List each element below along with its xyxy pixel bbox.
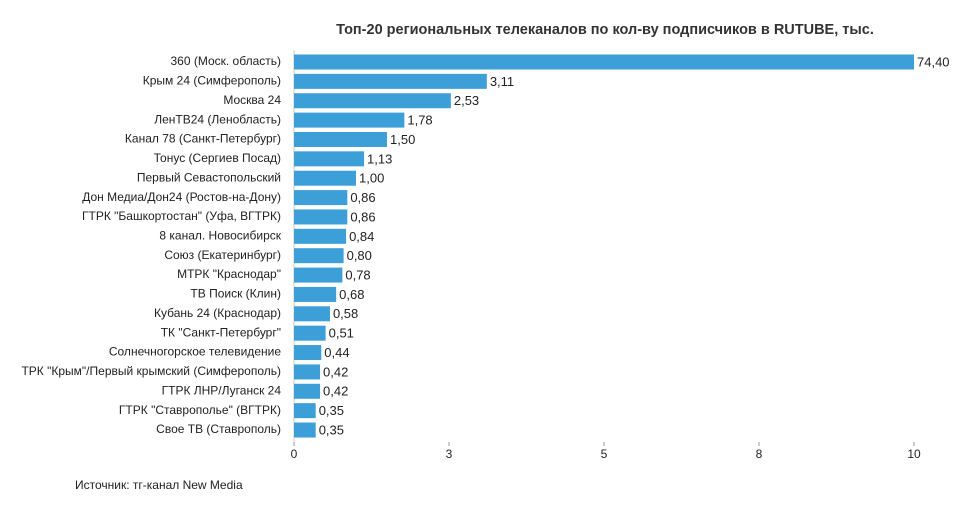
y-tick-label: Тонус (Сергиев Посад) bbox=[154, 151, 281, 165]
bar bbox=[294, 345, 322, 361]
y-tick-label: Союз (Екатеринбург) bbox=[164, 248, 281, 262]
value-label: 74,40 bbox=[917, 54, 950, 69]
value-label: 1,13 bbox=[367, 151, 392, 166]
y-tick-label: Крым 24 (Симферополь) bbox=[143, 74, 281, 88]
bar bbox=[294, 325, 326, 341]
value-label: 0,58 bbox=[333, 306, 358, 321]
value-label: 0,78 bbox=[345, 268, 370, 283]
y-tick-label: Канал 78 (Санкт-Петербург) bbox=[125, 132, 281, 146]
bar bbox=[294, 209, 348, 225]
bar bbox=[294, 170, 356, 186]
value-label: 1,78 bbox=[407, 113, 432, 128]
bar bbox=[294, 403, 316, 419]
y-tick-label: ТРК "Крым"/Первый крымский (Симферополь) bbox=[21, 364, 281, 378]
y-tick-label: ТК "Санкт-Петербург" bbox=[161, 325, 281, 339]
source-note: Источник: тг-канал New Media bbox=[75, 478, 243, 492]
y-tick-label: ГТРК "Ставрополье" (ВГТРК) bbox=[119, 403, 281, 417]
y-tick-label: Солнечногорское телевидение bbox=[109, 345, 281, 359]
bar bbox=[294, 190, 348, 206]
value-label: 1,50 bbox=[390, 132, 415, 147]
y-tick-label: ГТРК ЛНР/Луганск 24 bbox=[162, 383, 282, 397]
bar bbox=[294, 73, 487, 89]
bar bbox=[294, 112, 405, 128]
y-tick-label: 8 канал. Новосибирск bbox=[159, 229, 281, 243]
bar bbox=[294, 93, 451, 109]
bar bbox=[294, 54, 914, 70]
bar bbox=[294, 422, 316, 438]
bar bbox=[294, 364, 321, 380]
value-label: 0,86 bbox=[350, 190, 375, 205]
plot-area bbox=[294, 54, 914, 438]
value-label: 3,11 bbox=[490, 74, 514, 89]
x-tick-label: 5 bbox=[601, 447, 608, 461]
y-tick-label: Кубань 24 (Краснодар) bbox=[154, 306, 281, 320]
y-tick-label: ЛенТВ24 (Ленобласть) bbox=[154, 112, 281, 126]
value-label: 0,51 bbox=[329, 326, 354, 341]
value-label: 0,35 bbox=[319, 403, 344, 418]
x-tick-label: 3 bbox=[446, 447, 453, 461]
value-label: 0,80 bbox=[347, 248, 372, 263]
bar bbox=[294, 151, 365, 167]
value-label: 1,00 bbox=[359, 171, 384, 186]
x-tick-label: 8 bbox=[756, 447, 763, 461]
y-tick-label: Свое ТВ (Ставрополь) bbox=[156, 422, 281, 436]
value-label: 0,42 bbox=[323, 364, 348, 379]
y-tick-label: ТВ Поиск (Клин) bbox=[190, 287, 281, 301]
value-label: 0,84 bbox=[349, 229, 374, 244]
value-label: 0,44 bbox=[324, 345, 349, 360]
value-label: 0,86 bbox=[350, 209, 375, 224]
y-tick-label: 360 (Моск. область) bbox=[170, 54, 281, 68]
bar bbox=[294, 131, 387, 147]
y-tick-label: Москва 24 bbox=[223, 93, 281, 107]
chart-title: Топ-20 региональных телеканалов по кол-в… bbox=[336, 22, 874, 38]
bar bbox=[294, 248, 344, 264]
y-tick-label: МТРК "Краснодар" bbox=[177, 267, 281, 281]
value-label: 0,42 bbox=[323, 384, 348, 399]
bar bbox=[294, 383, 321, 399]
value-label: 0,35 bbox=[319, 422, 344, 437]
bar bbox=[294, 267, 343, 283]
y-tick-label: Дон Медиа/Дон24 (Ростов-на-Дону) bbox=[82, 190, 281, 204]
value-label: 2,53 bbox=[454, 93, 479, 108]
y-tick-label: Первый Севастопольский bbox=[137, 170, 281, 184]
value-label: 0,68 bbox=[339, 287, 364, 302]
y-tick-label: ГТРК "Башкортостан" (Уфа, ВГТРК) bbox=[82, 209, 281, 223]
bar bbox=[294, 286, 337, 302]
bar bbox=[294, 228, 347, 244]
x-tick-label: 10 bbox=[907, 447, 921, 461]
bar bbox=[294, 306, 330, 322]
x-tick-label: 0 bbox=[291, 447, 298, 461]
